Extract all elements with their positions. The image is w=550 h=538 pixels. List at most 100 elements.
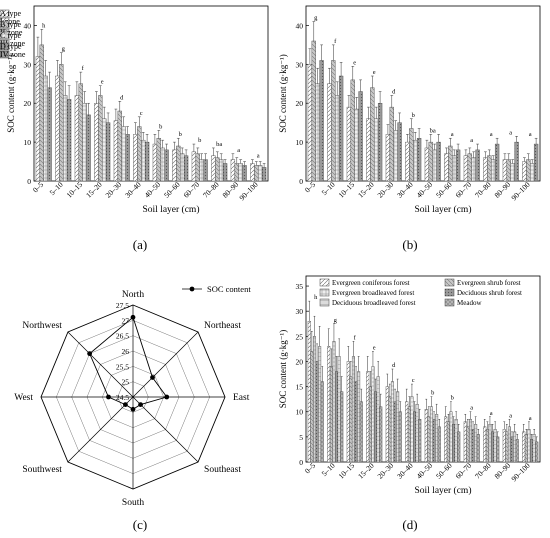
radar-axis-label-4: South: [122, 498, 144, 508]
radar-tick-label-6: 27.5: [116, 301, 129, 310]
bar-2-7: [452, 155, 457, 182]
y-axis-label: SOC content (g·kg⁻¹): [278, 54, 288, 132]
radar-point-0: [130, 314, 136, 320]
bar-3-1: [66, 99, 72, 182]
x-tick-label-0: 0–5: [31, 180, 45, 194]
y-axis-label: SOC content (g·kg⁻¹): [6, 54, 16, 132]
radar-axis-label-1: Northeast: [204, 321, 241, 331]
radar-tick-label-1: 25: [122, 378, 130, 387]
x-tick-label-1: 5–10: [320, 180, 337, 197]
bar-2-9: [219, 159, 224, 182]
bar-4-11: [532, 434, 536, 463]
bar-2-2: [351, 356, 355, 463]
bar-1-0: [39, 44, 44, 182]
x-axis-label: Soil layer (cm): [415, 204, 472, 215]
bar-3-2: [86, 114, 91, 182]
bar-1-6: [428, 141, 433, 182]
legend-label-5: Meadow: [457, 299, 482, 307]
y-tick-label-2: 20: [296, 99, 304, 108]
legend-label-2: Evergreen broadleaved forest: [332, 289, 414, 297]
significance-letter-8: a: [470, 137, 473, 144]
radar-axis-label-3: Southeast: [204, 465, 241, 475]
significance-letter-11: a: [529, 415, 532, 422]
significance-letter-5: c: [412, 377, 415, 384]
panel-label-c: (c): [133, 517, 147, 532]
legend-label-0: I zone: [0, 17, 20, 26]
bar-4-1: [337, 356, 341, 463]
bar-4-4: [396, 391, 400, 463]
significance-letter-8: b: [198, 137, 201, 144]
bar-3-4: [397, 122, 402, 182]
bar-3-10: [510, 436, 514, 463]
y-tick-label-4: 20: [296, 357, 304, 366]
significance-letter-7: b: [451, 395, 454, 402]
x-tick-label-3: 15–20: [84, 180, 104, 200]
bar-3-9: [222, 163, 228, 182]
x-tick-label-2: 10–15: [65, 180, 85, 200]
legend-label-1: B type: [0, 20, 22, 29]
bar-3-8: [471, 429, 475, 463]
bar-0-0: [307, 64, 313, 182]
y-axis-label: SOC content (g·kg⁻¹): [278, 330, 288, 408]
bar-1-5: [407, 406, 411, 463]
y-tick-label-3: 30: [296, 60, 304, 69]
bar-3-6: [436, 141, 441, 182]
legend-swatch-3: [0, 42, 10, 51]
bar-1-2: [349, 376, 353, 463]
bar-3-2: [354, 381, 358, 463]
bar-4-8: [474, 424, 478, 463]
legend-swatch-4: [319, 298, 330, 307]
bar-2-4: [121, 126, 126, 182]
bar-5-11: [535, 441, 539, 463]
bar-3-0: [47, 87, 52, 182]
bar-1-4: [388, 396, 392, 463]
radar-spoke-3: [132, 396, 199, 463]
bar-2-2: [354, 108, 359, 182]
bar-0-5: [405, 141, 410, 182]
bar-4-3: [376, 376, 380, 463]
bar-2-8: [471, 157, 476, 182]
bar-3-10: [514, 141, 519, 182]
bar-5-3: [379, 406, 383, 463]
bar-1-5: [409, 128, 414, 182]
bar-1-0: [311, 40, 316, 182]
legend-swatch-5: [444, 298, 455, 307]
bar-3-4: [393, 401, 397, 463]
bar-3-8: [203, 159, 208, 182]
significance-letter-10: a: [509, 412, 512, 419]
bar-3-1: [335, 371, 339, 463]
x-tick-label-2: 10–15: [337, 180, 357, 200]
radar-tick-label-3: 26: [122, 347, 130, 356]
bar-0-10: [502, 159, 508, 182]
bar-0-2: [346, 106, 352, 182]
legend-swatch-1: [444, 278, 455, 287]
bar-1-1: [329, 366, 333, 463]
x-tick-label-5: 30–40: [123, 180, 143, 200]
x-tick-label-2: 10–15: [337, 461, 357, 481]
bar-4-5: [415, 403, 419, 463]
x-tick-label-9: 70–80: [473, 461, 493, 481]
plot-frame: [305, 275, 541, 463]
significance-letter-11: a: [529, 131, 532, 138]
radar-axis-label-6: West: [14, 393, 33, 403]
bar-0-5: [405, 401, 409, 463]
radar-tick-label-5: 27: [122, 316, 130, 325]
bar-2-11: [530, 163, 535, 182]
panel-b-bar-chart: 0 10 20 30 40 SOC content (g·kg⁻¹) g 0–5 f 5–10 e 1…: [0, 5, 541, 215]
x-tick-label-1: 5–10: [48, 180, 65, 197]
bar-2-4: [390, 381, 394, 463]
bar-5-10: [515, 439, 519, 463]
radar-axis-label-2: East: [233, 393, 250, 403]
bar-2-8: [199, 159, 204, 182]
bar-0-8: [191, 151, 197, 182]
bar-1-7: [176, 145, 181, 182]
bar-2-11: [258, 165, 263, 182]
x-tick-label-6: 40–50: [143, 180, 163, 200]
bar-1-7: [446, 421, 450, 463]
bar-2-1: [335, 95, 340, 182]
y-tick-label-1: 5: [299, 433, 303, 442]
bar-0-7: [444, 153, 449, 182]
x-tick-label-9: 70–80: [473, 180, 493, 200]
bar-4-7: [454, 419, 458, 463]
y-tick-label-1: 10: [296, 138, 304, 147]
